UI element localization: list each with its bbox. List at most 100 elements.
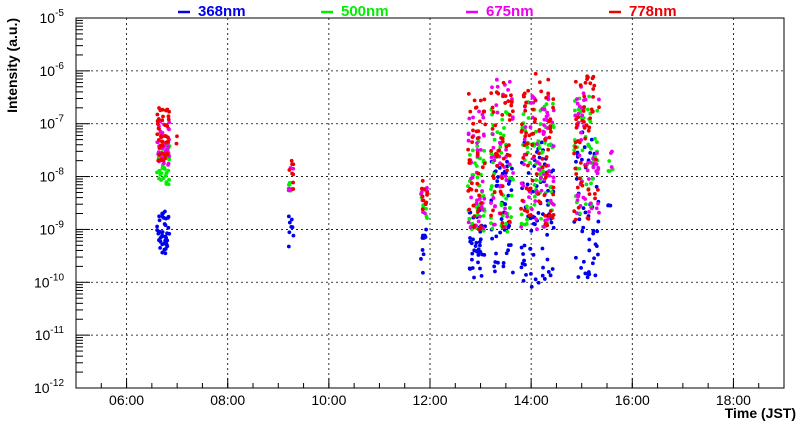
data-point-675nm [504,178,509,182]
data-point-675nm [610,149,614,154]
data-point-500nm [572,148,577,153]
data-point-368nm [159,234,164,239]
data-point-500nm [490,192,495,197]
data-point-675nm [551,202,556,207]
data-point-500nm [590,176,595,181]
data-point-778nm [574,172,579,176]
data-point-500nm [528,160,532,165]
data-point-368nm [540,246,545,251]
data-point-778nm [574,125,579,130]
data-point-368nm [593,273,598,278]
data-point-778nm [165,151,169,156]
data-point-778nm [475,181,480,186]
data-point-778nm [530,142,535,147]
data-point-368nm [585,275,590,280]
data-point-675nm [478,214,482,219]
data-point-368nm [574,255,578,260]
data-point-778nm [588,116,593,121]
data-point-778nm [164,108,169,113]
legend-label: 675nm [486,3,534,20]
data-point-368nm [588,150,593,155]
data-point-778nm [161,151,165,156]
data-point-675nm [573,113,578,118]
data-point-500nm [499,203,504,208]
data-point-500nm [475,175,480,180]
y-tick-label: 10-11 [35,325,65,343]
data-point-778nm [472,98,477,103]
data-point-778nm [467,207,472,212]
data-point-368nm [590,261,595,266]
data-point-368nm [495,179,500,184]
data-point-778nm [597,105,601,110]
data-point-778nm [545,223,550,228]
data-point-675nm [529,207,534,212]
grid [76,18,784,388]
data-point-500nm [532,183,537,187]
data-point-368nm [550,267,555,271]
data-point-500nm [534,178,539,182]
data-point-778nm [551,185,556,190]
data-point-778nm [594,157,598,162]
data-point-675nm [421,210,425,214]
data-point-778nm [582,105,587,109]
data-point-675nm [480,207,485,212]
data-point-778nm [471,128,475,133]
data-point-368nm [586,272,591,277]
data-point-368nm [576,275,581,279]
data-point-675nm [591,164,596,169]
data-point-778nm [498,211,503,216]
data-point-675nm [466,138,471,143]
data-point-675nm [531,95,536,100]
data-point-778nm [155,112,160,117]
data-point-778nm [537,199,541,204]
data-point-368nm [287,230,292,235]
data-point-500nm [548,142,553,147]
data-point-368nm [501,261,506,265]
data-point-500nm [501,133,506,138]
data-point-368nm [157,218,162,223]
data-points [155,71,615,289]
data-point-778nm [495,153,500,157]
data-point-778nm [166,114,171,119]
data-point-500nm [522,222,527,227]
data-point-778nm [582,94,587,99]
data-point-778nm [492,190,497,195]
data-point-368nm [468,236,472,240]
data-point-368nm [583,210,588,215]
data-point-778nm [500,163,505,167]
data-point-368nm [540,273,545,278]
data-point-675nm [467,116,472,121]
data-point-778nm [573,145,578,150]
data-point-778nm [482,161,487,166]
data-point-500nm [500,117,505,122]
data-point-778nm [522,143,527,148]
data-point-778nm [581,109,586,113]
data-point-500nm [466,184,470,189]
data-point-368nm [478,243,482,248]
data-point-500nm [164,180,169,185]
data-point-368nm [577,217,582,222]
data-point-368nm [476,253,481,257]
data-point-500nm [498,144,503,149]
data-point-675nm [490,85,494,90]
data-point-368nm [523,262,527,267]
data-point-778nm [522,91,527,96]
data-point-368nm [579,266,583,270]
data-point-500nm [489,184,494,188]
data-point-368nm [160,250,165,255]
data-point-778nm [161,114,165,119]
data-point-778nm [507,219,512,224]
data-point-778nm [159,135,164,139]
data-point-778nm [503,94,508,98]
data-point-675nm [510,115,515,120]
data-point-500nm [595,108,600,113]
data-point-500nm [532,202,537,207]
data-point-675nm [466,220,471,225]
data-point-778nm [476,209,480,214]
data-point-368nm [160,230,165,234]
data-point-368nm [166,225,171,230]
data-point-675nm [476,219,481,224]
data-point-500nm [166,168,171,173]
data-point-778nm [155,121,160,126]
data-point-500nm [537,146,542,151]
